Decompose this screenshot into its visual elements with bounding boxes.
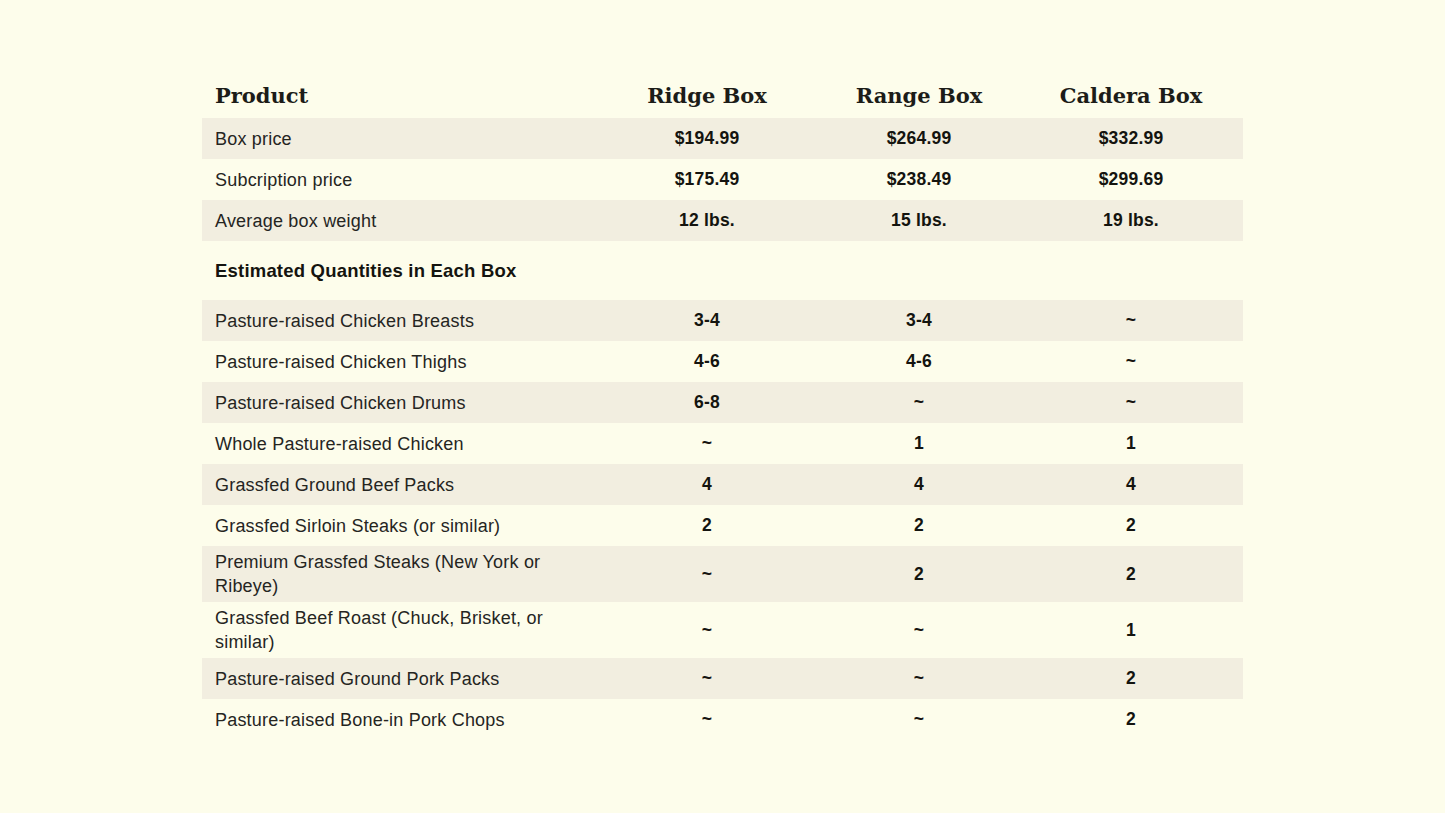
row-value: ~ [813,620,1025,641]
row-value: ~ [813,709,1025,730]
column-header-caldera-box: Caldera Box [1025,83,1237,108]
row-label: Pasture-raised Chicken Drums [202,391,601,415]
table-header-row: ProductRidge BoxRange BoxCaldera Box [202,72,1243,118]
column-header-ridge-box: Ridge Box [601,83,813,108]
row-value: 2 [1025,564,1237,585]
row-label: Premium Grassfed Steaks (New York or Rib… [202,550,601,598]
table-row: Grassfed Ground Beef Packs444 [202,464,1243,505]
table-row: Pasture-raised Bone-in Pork Chops~~2 [202,699,1243,740]
row-label: Average box weight [202,209,601,233]
column-header-product: Product [202,83,601,108]
row-value: 4 [601,474,813,495]
row-value: 2 [1025,668,1237,689]
row-value: 1 [1025,620,1237,641]
row-value: $332.99 [1025,128,1237,149]
row-value: ~ [601,620,813,641]
row-label: Grassfed Ground Beef Packs [202,473,601,497]
row-label: Grassfed Beef Roast (Chuck, Brisket, or … [202,606,601,654]
table-row: Box price$194.99$264.99$332.99 [202,118,1243,159]
row-label: Grassfed Sirloin Steaks (or similar) [202,514,601,538]
table-row: Subcription price$175.49$238.49$299.69 [202,159,1243,200]
row-value: 2 [1025,515,1237,536]
row-value: 2 [813,564,1025,585]
row-value: $299.69 [1025,169,1237,190]
row-label: Box price [202,127,601,151]
row-value: 19 lbs. [1025,210,1237,231]
row-value: 4 [1025,474,1237,495]
table-row: Pasture-raised Chicken Thighs4-64-6~ [202,341,1243,382]
row-value: ~ [813,668,1025,689]
table-row: Pasture-raised Ground Pork Packs~~2 [202,658,1243,699]
row-value: 6-8 [601,392,813,413]
row-label: Whole Pasture-raised Chicken [202,432,601,456]
row-value: ~ [813,392,1025,413]
row-value: 15 lbs. [813,210,1025,231]
row-label: Pasture-raised Chicken Thighs [202,350,601,374]
row-label: Pasture-raised Bone-in Pork Chops [202,708,601,732]
table-row: Premium Grassfed Steaks (New York or Rib… [202,546,1243,602]
row-value: 3-4 [813,310,1025,331]
table-row: Average box weight12 lbs.15 lbs.19 lbs. [202,200,1243,241]
row-value: ~ [601,433,813,454]
page-background: { "page": { "background_color": "#FDFDEB… [0,0,1445,813]
row-value: 2 [813,515,1025,536]
row-value: 4 [813,474,1025,495]
row-value: 2 [1025,709,1237,730]
row-value: $194.99 [601,128,813,149]
table-quantity-rows: Pasture-raised Chicken Breasts3-43-4~Pas… [202,300,1243,740]
row-value: $175.49 [601,169,813,190]
table-row: Pasture-raised Chicken Breasts3-43-4~ [202,300,1243,341]
table-row: Grassfed Beef Roast (Chuck, Brisket, or … [202,602,1243,658]
comparison-table: ProductRidge BoxRange BoxCaldera Box Box… [202,72,1243,740]
row-value: 1 [813,433,1025,454]
row-value: ~ [601,564,813,585]
table-row: Whole Pasture-raised Chicken~11 [202,423,1243,464]
row-value: 2 [601,515,813,536]
row-value: 1 [1025,433,1237,454]
row-value: 12 lbs. [601,210,813,231]
row-value: ~ [1025,310,1237,331]
column-header-range-box: Range Box [813,83,1025,108]
row-value: 4-6 [601,351,813,372]
row-label: Subcription price [202,168,601,192]
row-value: $264.99 [813,128,1025,149]
table-top-rows: Box price$194.99$264.99$332.99Subcriptio… [202,118,1243,241]
row-label: Pasture-raised Ground Pork Packs [202,667,601,691]
row-value: ~ [601,668,813,689]
row-value: ~ [1025,392,1237,413]
row-value: 3-4 [601,310,813,331]
table-row: Pasture-raised Chicken Drums6-8~~ [202,382,1243,423]
row-label: Pasture-raised Chicken Breasts [202,309,601,333]
row-value: 4-6 [813,351,1025,372]
row-value: ~ [601,709,813,730]
row-value: ~ [1025,351,1237,372]
section-header-estimated-quantities: Estimated Quantities in Each Box [202,241,1243,300]
row-value: $238.49 [813,169,1025,190]
table-row: Grassfed Sirloin Steaks (or similar)222 [202,505,1243,546]
